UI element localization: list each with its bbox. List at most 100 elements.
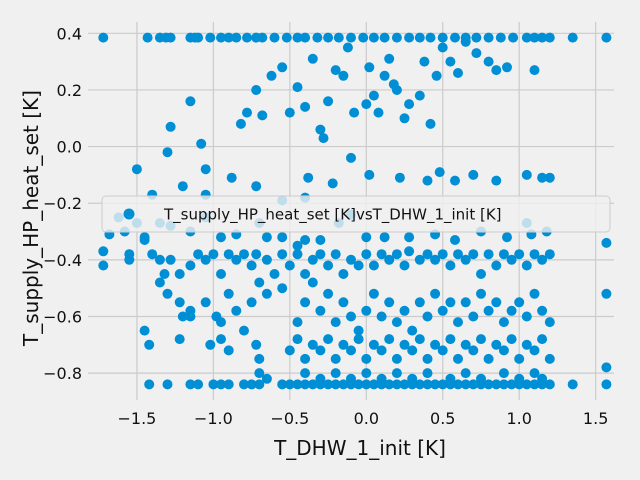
data-point <box>471 48 482 59</box>
legend-label: T_supply_HP_heat_set [K]vsT_DHW_1_init [… <box>163 206 502 225</box>
data-point <box>506 254 517 265</box>
data-point <box>338 297 349 308</box>
data-point <box>346 345 356 356</box>
data-point <box>414 32 425 43</box>
data-point <box>476 334 486 345</box>
data-point <box>376 373 387 384</box>
data-point <box>453 353 463 364</box>
data-point <box>430 379 441 390</box>
data-point <box>391 317 402 328</box>
data-point <box>521 260 532 271</box>
data-point <box>506 334 517 345</box>
y-tick-label: −0.6 <box>43 307 82 326</box>
data-point <box>261 288 272 299</box>
data-point <box>239 249 249 260</box>
data-point <box>346 254 356 265</box>
data-point <box>430 339 441 350</box>
data-point <box>239 325 249 336</box>
data-point <box>147 249 158 260</box>
data-point <box>460 297 471 308</box>
data-point <box>399 113 410 124</box>
data-point <box>223 32 234 43</box>
data-point <box>544 249 555 260</box>
data-point <box>437 379 448 390</box>
data-point <box>445 260 456 271</box>
data-point <box>460 379 471 390</box>
data-point <box>498 379 509 390</box>
data-point <box>284 345 295 356</box>
data-point <box>266 70 277 81</box>
data-point <box>98 260 109 271</box>
data-point <box>368 90 379 101</box>
data-point <box>223 379 234 390</box>
data-point <box>502 232 512 243</box>
y-tick-labels: −0.8 −0.6 −0.4 −0.2 0.0 0.2 0.4 <box>43 24 82 383</box>
data-point <box>361 249 372 260</box>
data-point <box>445 334 456 345</box>
data-point <box>277 232 288 243</box>
data-point <box>254 368 265 379</box>
data-point <box>414 254 425 265</box>
data-point <box>483 305 494 316</box>
data-point <box>226 172 237 183</box>
data-point <box>491 65 502 76</box>
x-tick-labels: −1.5 −1.0 −0.5 0.0 0.5 1.0 1.5 <box>118 409 609 428</box>
data-point <box>196 138 207 149</box>
data-point <box>361 379 372 390</box>
data-point <box>162 147 173 158</box>
data-point <box>468 311 479 322</box>
data-point <box>284 379 295 390</box>
data-point <box>257 110 268 121</box>
data-point <box>349 107 360 118</box>
data-point <box>460 254 471 265</box>
data-point <box>216 32 226 43</box>
data-point <box>498 368 509 379</box>
data-point <box>292 379 303 390</box>
data-point <box>445 56 456 67</box>
data-point <box>391 249 402 260</box>
data-point <box>315 373 326 384</box>
y-tick-label: −0.8 <box>43 364 82 383</box>
data-point <box>216 269 226 279</box>
data-point <box>216 379 226 390</box>
data-point <box>495 32 506 43</box>
data-point <box>521 32 532 43</box>
data-point <box>300 368 311 379</box>
data-point <box>292 317 303 328</box>
data-point <box>379 232 390 243</box>
data-point <box>315 249 326 260</box>
data-point <box>246 379 257 390</box>
data-point <box>361 99 372 110</box>
data-point <box>361 368 372 379</box>
data-point <box>251 249 262 260</box>
data-point <box>404 246 415 257</box>
data-point <box>131 164 142 175</box>
data-point <box>281 32 292 43</box>
data-point <box>414 297 425 308</box>
data-point <box>246 260 257 271</box>
data-point <box>312 32 323 43</box>
data-point <box>162 379 173 390</box>
data-point <box>379 70 390 81</box>
data-point <box>414 90 425 101</box>
data-point <box>284 107 295 118</box>
data-point <box>200 297 211 308</box>
data-point <box>601 362 612 373</box>
data-point <box>254 353 265 364</box>
data-point <box>391 32 402 43</box>
data-point <box>384 334 395 345</box>
data-point <box>476 288 486 299</box>
data-point <box>251 85 262 95</box>
data-point <box>450 32 460 43</box>
data-point <box>491 175 502 186</box>
data-point <box>391 353 402 364</box>
data-point <box>269 269 280 279</box>
data-point <box>384 379 395 390</box>
data-point <box>185 260 196 271</box>
data-point <box>364 62 375 73</box>
data-point <box>379 32 390 43</box>
data-point <box>338 269 349 279</box>
data-point <box>205 339 216 350</box>
data-point <box>144 339 155 350</box>
